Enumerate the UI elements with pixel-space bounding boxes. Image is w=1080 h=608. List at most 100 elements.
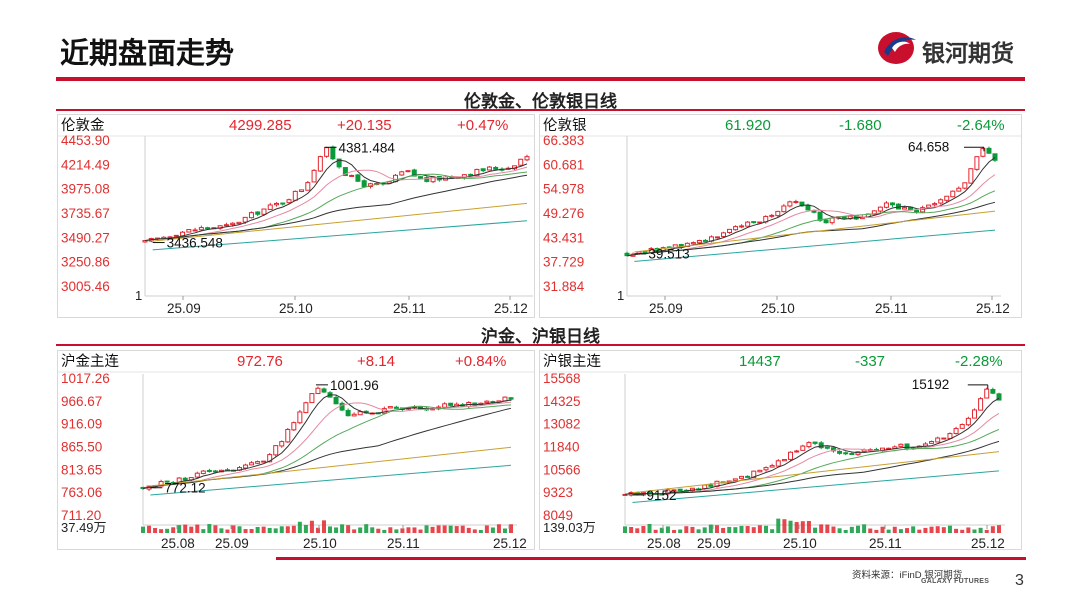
x-tick-label: 25.09	[697, 536, 731, 551]
y-tick-label: 11840	[543, 440, 580, 455]
volume-bar	[171, 527, 176, 533]
volume-bar	[153, 527, 158, 533]
candle-body	[342, 167, 348, 177]
volume-bar	[678, 529, 683, 533]
volume-bar	[394, 529, 399, 533]
volume-bar	[279, 526, 284, 533]
ma5-line	[624, 397, 1000, 495]
candle-body	[794, 450, 800, 453]
y-tick-label: 4214.49	[61, 157, 110, 172]
price-annotation-high: 4381.484	[324, 140, 396, 155]
x-tick-label: 25.08	[647, 536, 681, 551]
candle-body	[405, 170, 411, 173]
volume-bar	[837, 528, 842, 533]
header-change: +20.135	[337, 117, 392, 134]
candle-body	[267, 454, 273, 463]
candle-body	[345, 409, 351, 417]
volume-bar	[813, 527, 818, 533]
volume-bar	[855, 525, 860, 533]
volume-bar	[997, 525, 1001, 533]
candle-body	[381, 408, 387, 414]
volume-bar	[898, 529, 903, 533]
volume-bars	[623, 518, 1001, 533]
header-change: -1.680	[839, 117, 882, 134]
y-tick-label: 49.276	[543, 206, 584, 221]
candle-body	[212, 470, 218, 473]
volume-bar	[947, 525, 952, 533]
candle-body	[194, 472, 200, 478]
candle-body	[677, 488, 683, 492]
candle-body	[843, 452, 849, 455]
volume-bar	[972, 529, 977, 533]
volume-bar	[496, 524, 501, 533]
x-tick-label: 25.10	[761, 301, 795, 316]
candle-body	[249, 462, 255, 466]
y-tick-label: 43.431	[543, 230, 584, 245]
volume-bar	[984, 529, 989, 533]
header-last-price: 61.920	[725, 117, 771, 134]
candle-body	[267, 204, 273, 210]
candle-body	[173, 234, 179, 237]
y-tick-label: 15568	[543, 371, 581, 386]
candle-body	[805, 204, 811, 211]
volume-bar	[213, 525, 218, 533]
volume-bar	[400, 528, 405, 533]
x-tick-label: 25.11	[387, 536, 420, 551]
candle-body	[261, 460, 267, 463]
candle-body	[763, 467, 769, 471]
candle-body	[309, 393, 315, 404]
volume-bar	[886, 529, 891, 533]
annotation-label: 1001.96	[330, 378, 379, 393]
volume-bar	[849, 526, 854, 533]
header-name: 沪银主连	[543, 353, 601, 370]
candle-body	[757, 221, 763, 224]
candle-body	[158, 481, 164, 487]
price-annotation-low: 39.513	[634, 247, 690, 262]
volume-bar	[159, 529, 164, 533]
candlesticks	[622, 387, 1002, 497]
volume-bar	[189, 526, 194, 533]
x-tick-label: 25.12	[493, 536, 527, 551]
candle-body	[902, 207, 908, 210]
candle-body	[806, 442, 812, 448]
ma120-line	[150, 446, 512, 487]
candle-body	[357, 411, 363, 416]
candle-body	[339, 402, 345, 411]
candle-body	[883, 202, 889, 208]
volume-bar	[745, 526, 750, 533]
header-last-price: 4299.285	[229, 117, 292, 134]
candle-body	[261, 208, 267, 215]
candle-body	[274, 202, 280, 206]
volume-bar	[388, 527, 393, 533]
volume-bar	[201, 529, 206, 533]
volume-bar	[382, 529, 387, 533]
y-tick-label: 1017.26	[61, 371, 110, 386]
y-tick-label: 966.67	[61, 394, 102, 409]
ma10-line	[142, 401, 512, 489]
ma10-line	[624, 412, 1000, 495]
volume-bar	[436, 525, 441, 533]
volume-bar	[509, 524, 513, 533]
annotation-label: 4381.484	[339, 140, 396, 155]
volume-bar	[954, 528, 959, 533]
candle-body	[914, 209, 920, 213]
price-annotation-low: 772.12	[150, 481, 206, 496]
candle-body	[303, 402, 309, 414]
candle-body	[986, 147, 992, 154]
header-pct-change: -2.64%	[957, 117, 1005, 134]
volume-bar	[231, 525, 236, 533]
volume-bar	[442, 525, 447, 533]
volume-bar	[165, 528, 170, 533]
candle-body	[255, 211, 261, 215]
volume-bar	[733, 527, 738, 533]
candle-body	[297, 411, 303, 424]
ma250-line	[150, 464, 512, 496]
candle-body	[164, 480, 170, 483]
volume-bar	[966, 527, 971, 533]
price-annotation-low: 3436.548	[152, 236, 223, 251]
x-tick-label: 25.11	[875, 301, 908, 316]
y-tick-label: 8049	[543, 508, 573, 523]
volume-bar	[315, 527, 320, 533]
candle-body	[315, 387, 321, 395]
